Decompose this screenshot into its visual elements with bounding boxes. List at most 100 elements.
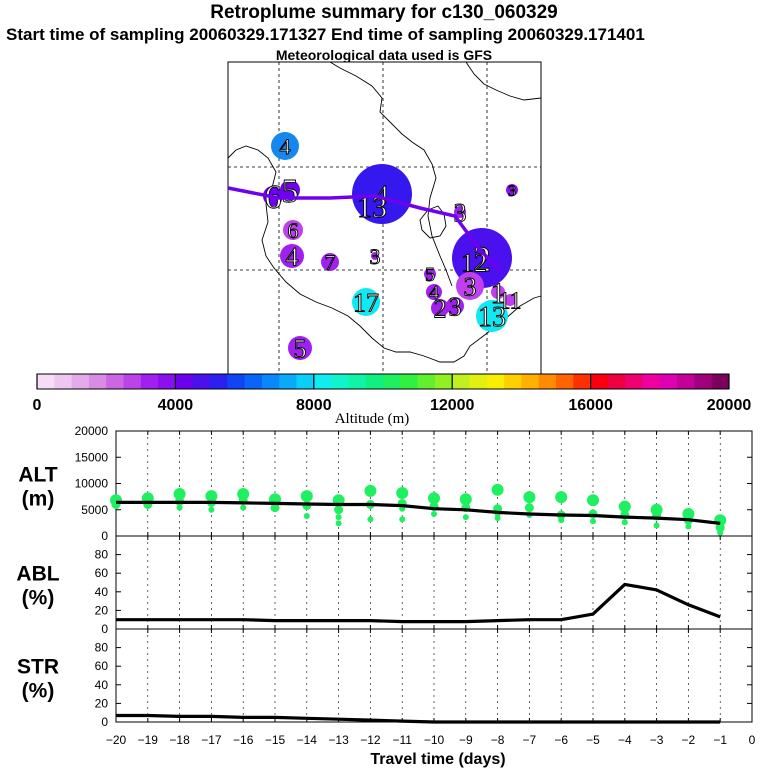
series-line-str	[116, 713, 721, 724]
coastline	[227, 145, 542, 363]
x-tick-label: −12	[360, 733, 381, 747]
colorbar-cell	[434, 374, 453, 389]
particle-cluster	[334, 505, 344, 515]
x-axis-label: Travel time (days)	[370, 751, 505, 768]
particle-cluster	[523, 491, 536, 504]
particle-cluster	[173, 488, 186, 500]
y-axis-unit: (%)	[22, 680, 55, 703]
map-point	[321, 253, 339, 271]
colorbar-tick-label: 12000	[430, 397, 475, 414]
sampling-times: Start time of sampling 20060329.171327 E…	[6, 25, 645, 44]
colorbar-tick-label: 4000	[158, 397, 194, 414]
map-point-label: 1	[491, 277, 506, 310]
map-point-label: 11	[498, 289, 521, 315]
colorbar-cell	[331, 374, 349, 389]
particle-cluster	[428, 492, 440, 505]
map-point-label: 5	[425, 264, 435, 286]
colorbar-cell	[365, 374, 384, 389]
particle-cluster	[176, 504, 183, 511]
coastline-north	[465, 61, 542, 101]
colorbar-cells	[37, 374, 730, 389]
colorbar-cell	[88, 374, 107, 389]
colorbar-cell	[279, 374, 297, 389]
y-axis-unit: (m)	[22, 488, 55, 511]
particle-cluster	[715, 523, 725, 533]
particle-cluster	[270, 503, 280, 513]
colorbar-cell	[556, 374, 574, 389]
colorbar-cell	[521, 374, 540, 389]
particle-cluster	[653, 522, 660, 529]
colorbar-cell	[590, 374, 609, 389]
y-tick-label: 10000	[75, 477, 109, 491]
particle-cluster	[491, 483, 504, 496]
colorbar-cell	[54, 374, 72, 389]
colorbar-cell	[417, 374, 436, 389]
colorbar-cell	[227, 374, 245, 389]
colorbar-ticks: 0 4000 8000 12000 16000 20000	[33, 374, 751, 414]
colorbar-tick-label: 16000	[568, 397, 613, 414]
colorbar-cell	[504, 374, 522, 389]
map-point	[426, 284, 442, 300]
map-point	[491, 285, 505, 299]
map-point-label: 4	[429, 282, 439, 304]
map-point-label: 5	[294, 334, 307, 363]
colorbar-cell	[659, 374, 678, 389]
map-point	[288, 336, 312, 360]
x-axis: Travel time (days) −20 −19 −18 −17 −16 −15 −14…	[106, 733, 756, 768]
colorbar-cell	[400, 374, 418, 389]
particle-cluster	[399, 516, 406, 523]
particle-cluster	[524, 503, 534, 513]
map-point	[446, 297, 464, 315]
map-point	[280, 244, 304, 268]
colorbar-cell	[677, 374, 695, 389]
x-tick-label: 0	[749, 733, 756, 747]
colorbar-label: Altitude (m)	[335, 411, 410, 427]
y-tick-label: 5000	[81, 503, 108, 517]
colorbar-cell	[573, 374, 591, 389]
particle-cluster	[335, 520, 342, 527]
colorbar-cell	[538, 374, 557, 389]
panel-abl: 0 20 40 60 80 ABL(%)	[16, 535, 753, 636]
colorbar-cell	[383, 374, 401, 389]
x-tick-label: −8	[491, 733, 505, 747]
map-point-label: 13	[478, 302, 506, 333]
colorbar-cell	[244, 374, 263, 389]
centroid-trajectory	[227, 186, 502, 272]
colorbar-cell	[711, 374, 730, 389]
x-tick-label: −1	[713, 733, 727, 747]
particle-cluster	[335, 514, 342, 521]
particle-cluster	[459, 493, 472, 506]
map-point	[431, 299, 449, 317]
map-point	[271, 132, 299, 160]
x-tick-label: −18	[169, 733, 190, 747]
y-axis-unit: (%)	[22, 587, 55, 610]
colorbar-cell	[175, 374, 194, 389]
particle-cluster	[303, 513, 310, 520]
coastline-east	[329, 61, 453, 287]
y-tick-label: 0	[101, 529, 108, 543]
map-point	[358, 192, 386, 220]
colorbar-cell	[106, 374, 124, 389]
particle-cluster	[618, 500, 631, 513]
colorbar-cell	[210, 374, 228, 389]
map-point-label: 17	[353, 288, 379, 317]
colorbar-cell	[452, 374, 470, 389]
particle-cluster	[555, 491, 568, 504]
particle-cluster	[364, 484, 377, 497]
series-line-alt	[116, 500, 721, 525]
y-tick-label: 60	[95, 566, 109, 580]
x-tick-label: −3	[650, 733, 664, 747]
colorbar-cell	[313, 374, 332, 389]
y-tick-label: 15000	[75, 450, 109, 464]
colorbar-cell	[37, 374, 55, 389]
map-point	[460, 248, 488, 276]
y-tick-label: 80	[95, 641, 109, 655]
colorbar-cell	[348, 374, 367, 389]
altitude-colorbar: 0 4000 8000 12000 16000 20000 Altitude (m)	[33, 373, 751, 427]
x-tick-label: −15	[265, 733, 286, 747]
particle-cluster	[367, 516, 374, 523]
y-tick-label: 40	[95, 678, 109, 692]
map-point-label: 5	[282, 173, 299, 210]
colorbar-cell	[296, 374, 315, 389]
